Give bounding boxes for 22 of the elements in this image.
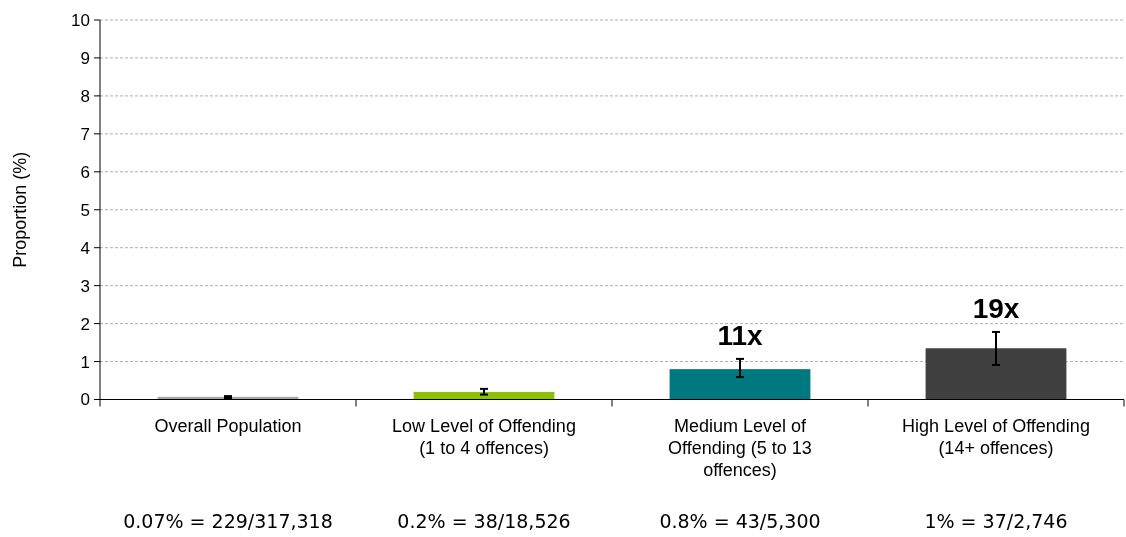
y-tick-label: 3 [80,276,90,296]
annotation: 19x [972,292,1020,324]
y-tick-label: 10 [71,10,90,30]
y-tick-label: 8 [80,86,90,106]
y-tick-label: 9 [80,48,90,68]
x-tick-label: Medium Level of Offending (5 to 13 offences) [668,416,812,480]
x-tick-label: High Level of Offending (14+ offences) [902,416,1090,458]
y-tick-label: 6 [80,162,90,182]
text: 1% = 37/2,746 [924,510,1068,532]
y-tick-label: 2 [80,314,90,334]
x-tick-label: Low Level of Offending (1 to 4 offences) [392,416,576,458]
y-tick-label: 0 [80,390,90,410]
y-tick-label: 4 [80,238,90,258]
y-tick-label: 5 [80,200,90,220]
x-tick-label: Overall Population [154,416,302,436]
y-axis-title: Proportion (%) [10,151,30,268]
text: 0.07% = 229/317,318 [123,510,333,532]
annotation: 11x [717,319,764,351]
text: 0.2% = 38/18,526 [397,510,571,532]
y-tick-label: 7 [80,124,90,144]
y-tick-label: 1 [80,352,90,372]
text: 0.8% = 43/5,300 [659,510,821,532]
